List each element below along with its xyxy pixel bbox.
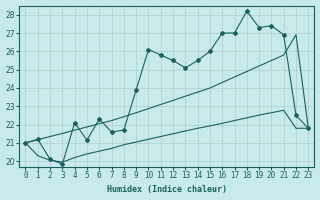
X-axis label: Humidex (Indice chaleur): Humidex (Indice chaleur) — [107, 185, 227, 194]
